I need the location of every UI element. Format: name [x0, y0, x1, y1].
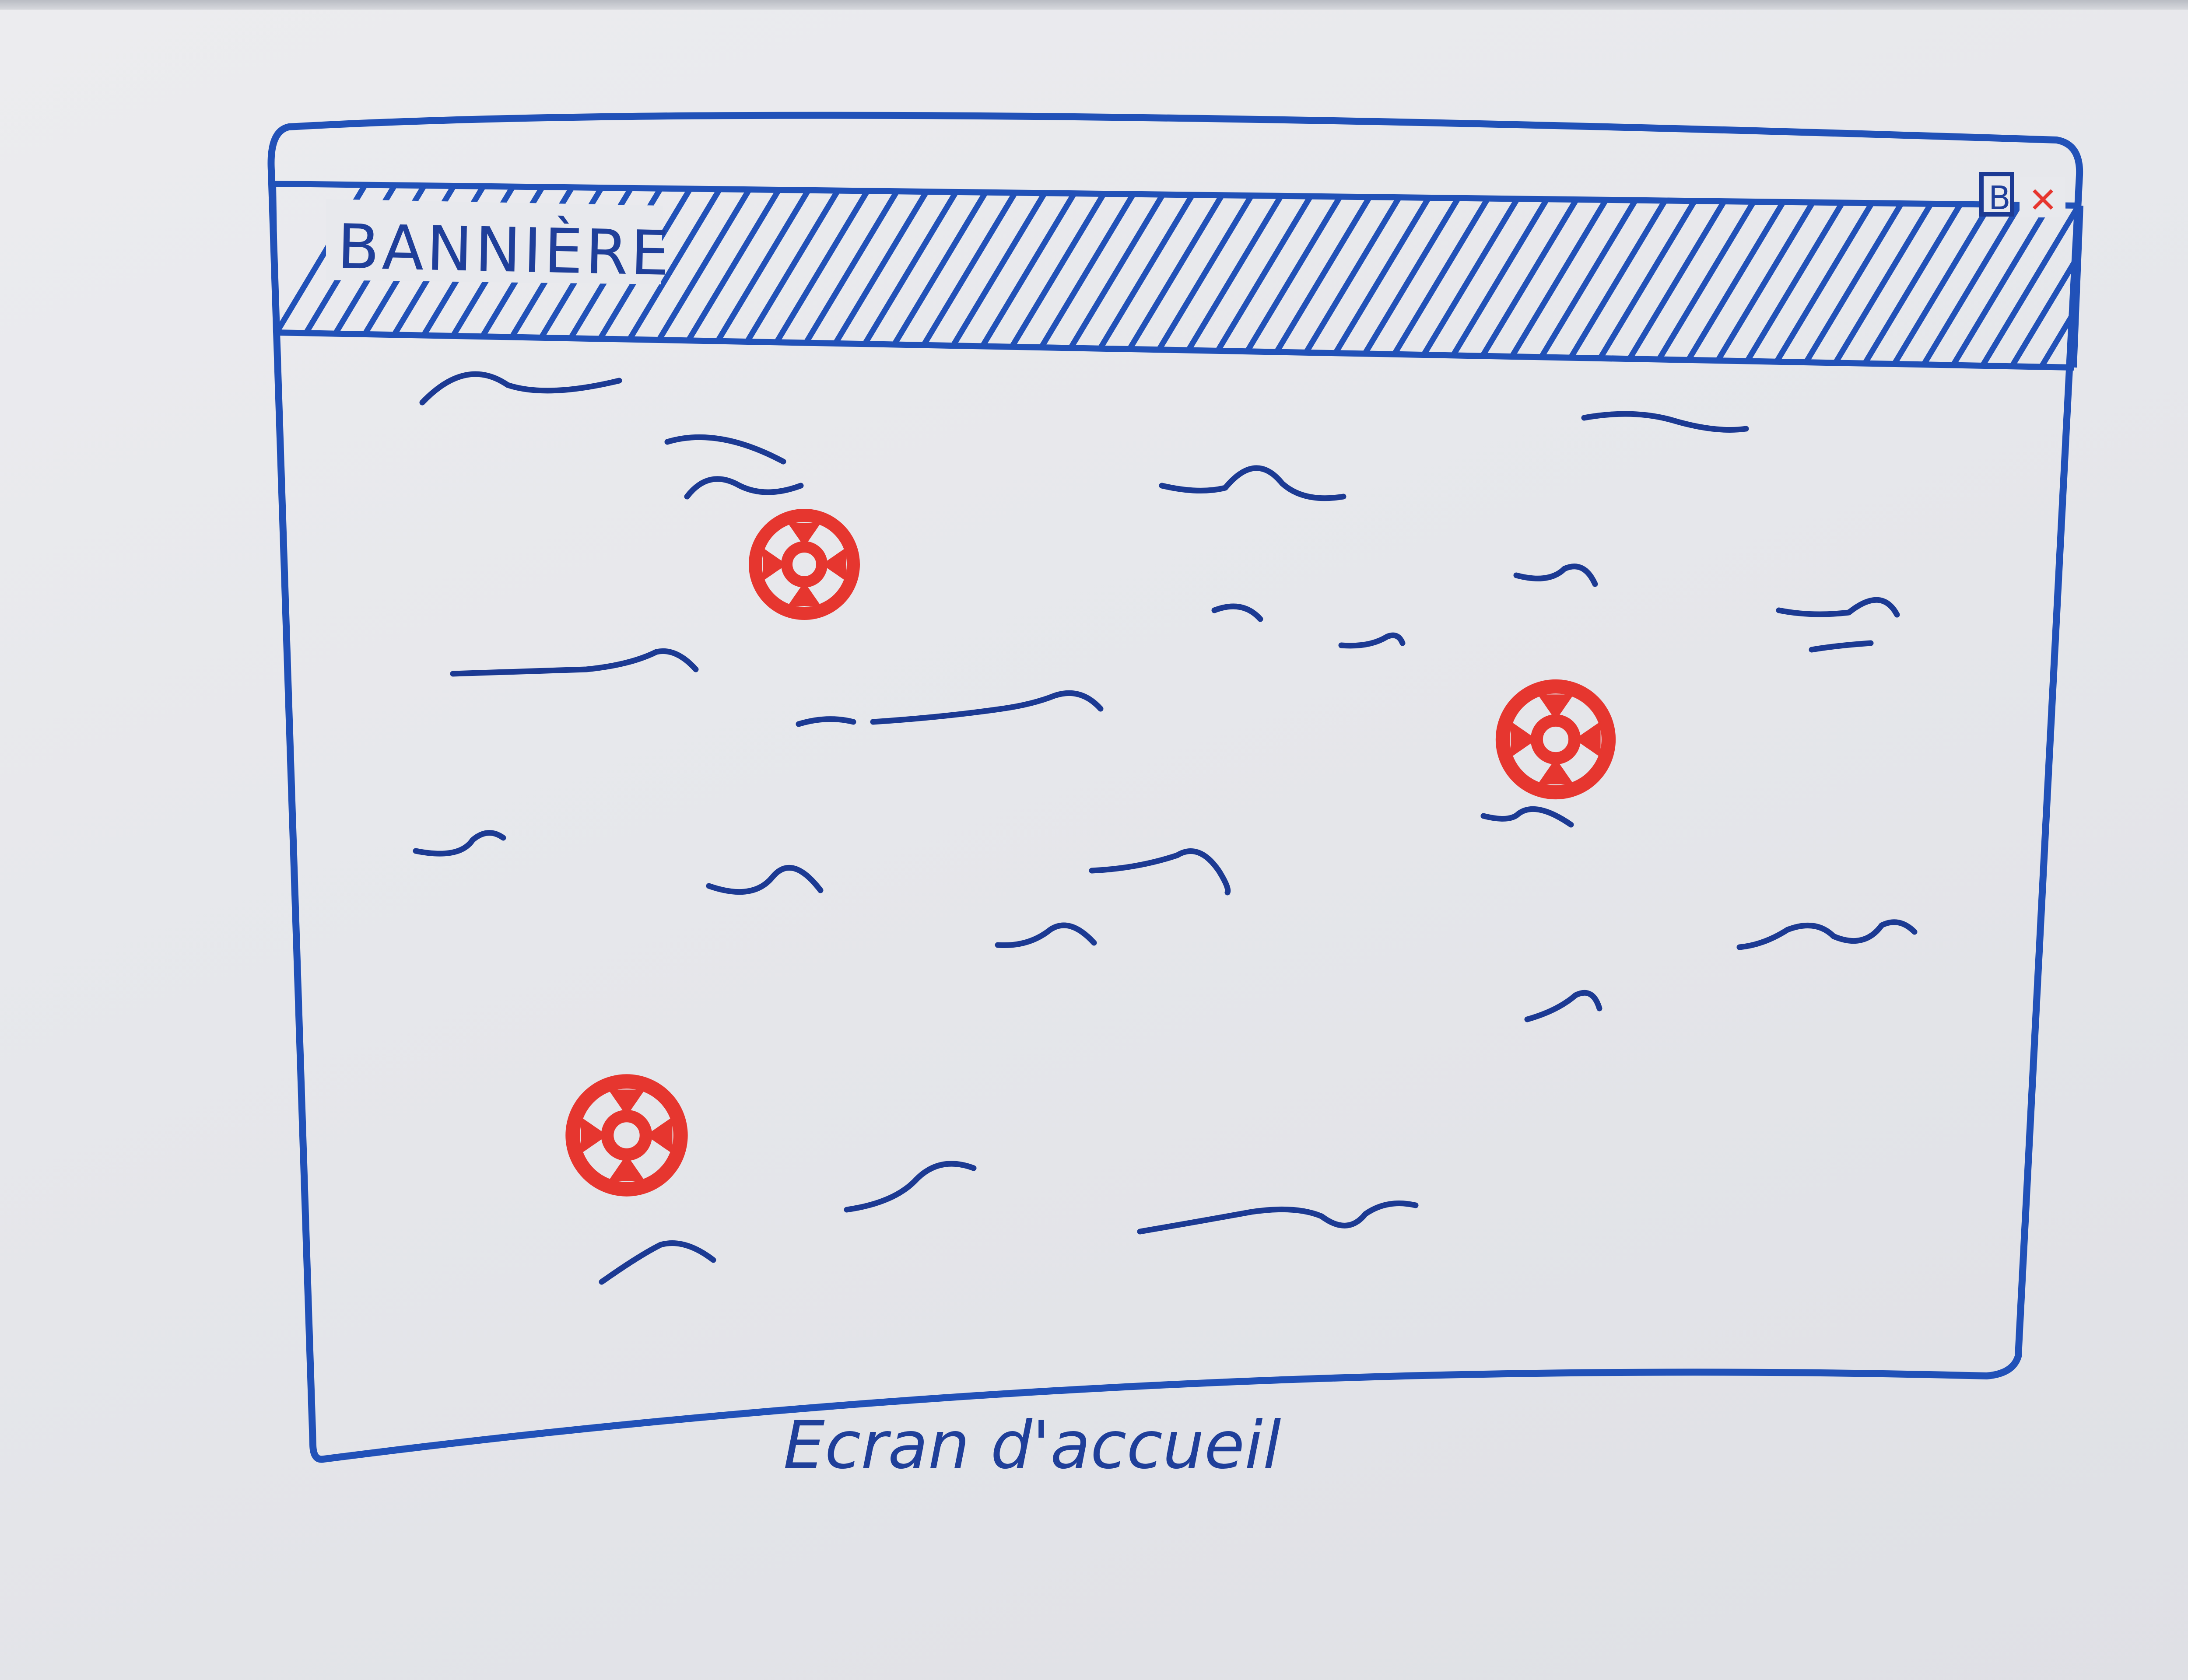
lifebuoy-icon[interactable]: [1503, 686, 1609, 792]
hatch-stroke: [1313, 184, 1451, 368]
close-icon: ✕: [2028, 180, 2058, 220]
window-button[interactable]: B: [1979, 172, 2014, 217]
hatch-stroke: [1462, 184, 1599, 368]
diagram-caption: Ecran d'accueil: [783, 1407, 1281, 1484]
window-button-icon: B: [1988, 179, 2011, 217]
lifebuoy-icon[interactable]: [755, 515, 853, 613]
hatch-stroke: [1432, 184, 1570, 368]
hatch-stroke: [1373, 184, 1510, 368]
hatch-stroke: [1343, 184, 1480, 368]
hatch-stroke: [1254, 184, 1391, 368]
whiteboard-frame-top: [0, 0, 2188, 10]
hatch-stroke: [2027, 184, 2081, 368]
window-outline: [267, 112, 2083, 1463]
banner-bar: BANNIÈRE: [271, 166, 2188, 385]
hatch-stroke: [2120, 166, 2188, 385]
hatch-stroke: [2090, 166, 2188, 385]
hatch-stroke: [1998, 184, 2081, 368]
hatch-stroke: [1283, 184, 1421, 368]
content-placeholder-lines: [413, 371, 1918, 1285]
lifebuoy-icon[interactable]: [573, 1082, 680, 1189]
hatch-stroke: [1403, 184, 1540, 368]
close-button[interactable]: ✕: [2020, 177, 2065, 220]
banner-title: BANNIÈRE: [337, 210, 673, 290]
